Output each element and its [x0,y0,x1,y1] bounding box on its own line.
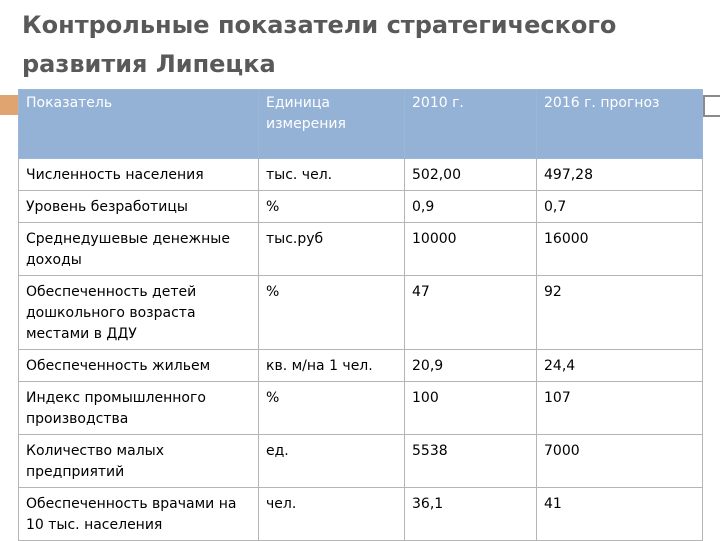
table-row: Обеспеченность жильем кв. м/на 1 чел. 20… [18,349,703,382]
cell-indicator: Обеспеченность врачами на 10 тыс. населе… [18,487,259,541]
table-row: Индекс промышленного производства % 100 … [18,381,703,435]
cell-unit: тыс.руб [258,222,405,276]
cell-2016: 0,7 [536,190,703,223]
cell-2016: 24,4 [536,349,703,382]
cell-unit: % [258,381,405,435]
cell-2010: 502,00 [404,158,537,191]
cell-indicator: Количество малых предприятий [18,434,259,488]
table-row: Численность населения тыс. чел. 502,00 4… [18,158,703,191]
cell-2016: 497,28 [536,158,703,191]
cell-2010: 0,9 [404,190,537,223]
table-row: Среднедушевые денежные доходы тыс.руб 10… [18,222,703,276]
cell-2016: 16000 [536,222,703,276]
cell-2010: 100 [404,381,537,435]
decorative-accent-right [703,95,720,117]
cell-2010: 20,9 [404,349,537,382]
cell-unit: кв. м/на 1 чел. [258,349,405,382]
cell-2016: 41 [536,487,703,541]
table-header-row: Показатель Единица измерения 2010 г. 201… [18,89,703,159]
cell-unit: тыс. чел. [258,158,405,191]
header-indicator: Показатель [18,89,259,159]
cell-unit: % [258,190,405,223]
cell-indicator: Индекс промышленного производства [18,381,259,435]
cell-2010: 47 [404,275,537,350]
cell-indicator: Среднедушевые денежные доходы [18,222,259,276]
cell-2010: 10000 [404,222,537,276]
cell-indicator: Уровень безработицы [18,190,259,223]
page-title: Контрольные показатели стратегического р… [22,11,617,78]
table-row: Количество малых предприятий ед. 5538 70… [18,434,703,488]
cell-unit: ед. [258,434,405,488]
cell-indicator: Численность населения [18,158,259,191]
header-2010: 2010 г. [404,89,537,159]
cell-indicator: Обеспеченность детей дошкольного возраст… [18,275,259,350]
table-row: Обеспеченность врачами на 10 тыс. населе… [18,487,703,541]
cell-unit: чел. [258,487,405,541]
header-2016-forecast: 2016 г. прогноз [536,89,703,159]
cell-2016: 107 [536,381,703,435]
cell-2016: 92 [536,275,703,350]
cell-unit: % [258,275,405,350]
header-unit: Единица измерения [258,89,405,159]
cell-2016: 7000 [536,434,703,488]
cell-indicator: Обеспеченность жильем [18,349,259,382]
indicators-table: Показатель Единица измерения 2010 г. 201… [18,89,703,541]
decorative-accent-left [0,95,20,115]
table-row: Уровень безработицы % 0,9 0,7 [18,190,703,223]
cell-2010: 5538 [404,434,537,488]
cell-2010: 36,1 [404,487,537,541]
table-row: Обеспеченность детей дошкольного возраст… [18,275,703,350]
